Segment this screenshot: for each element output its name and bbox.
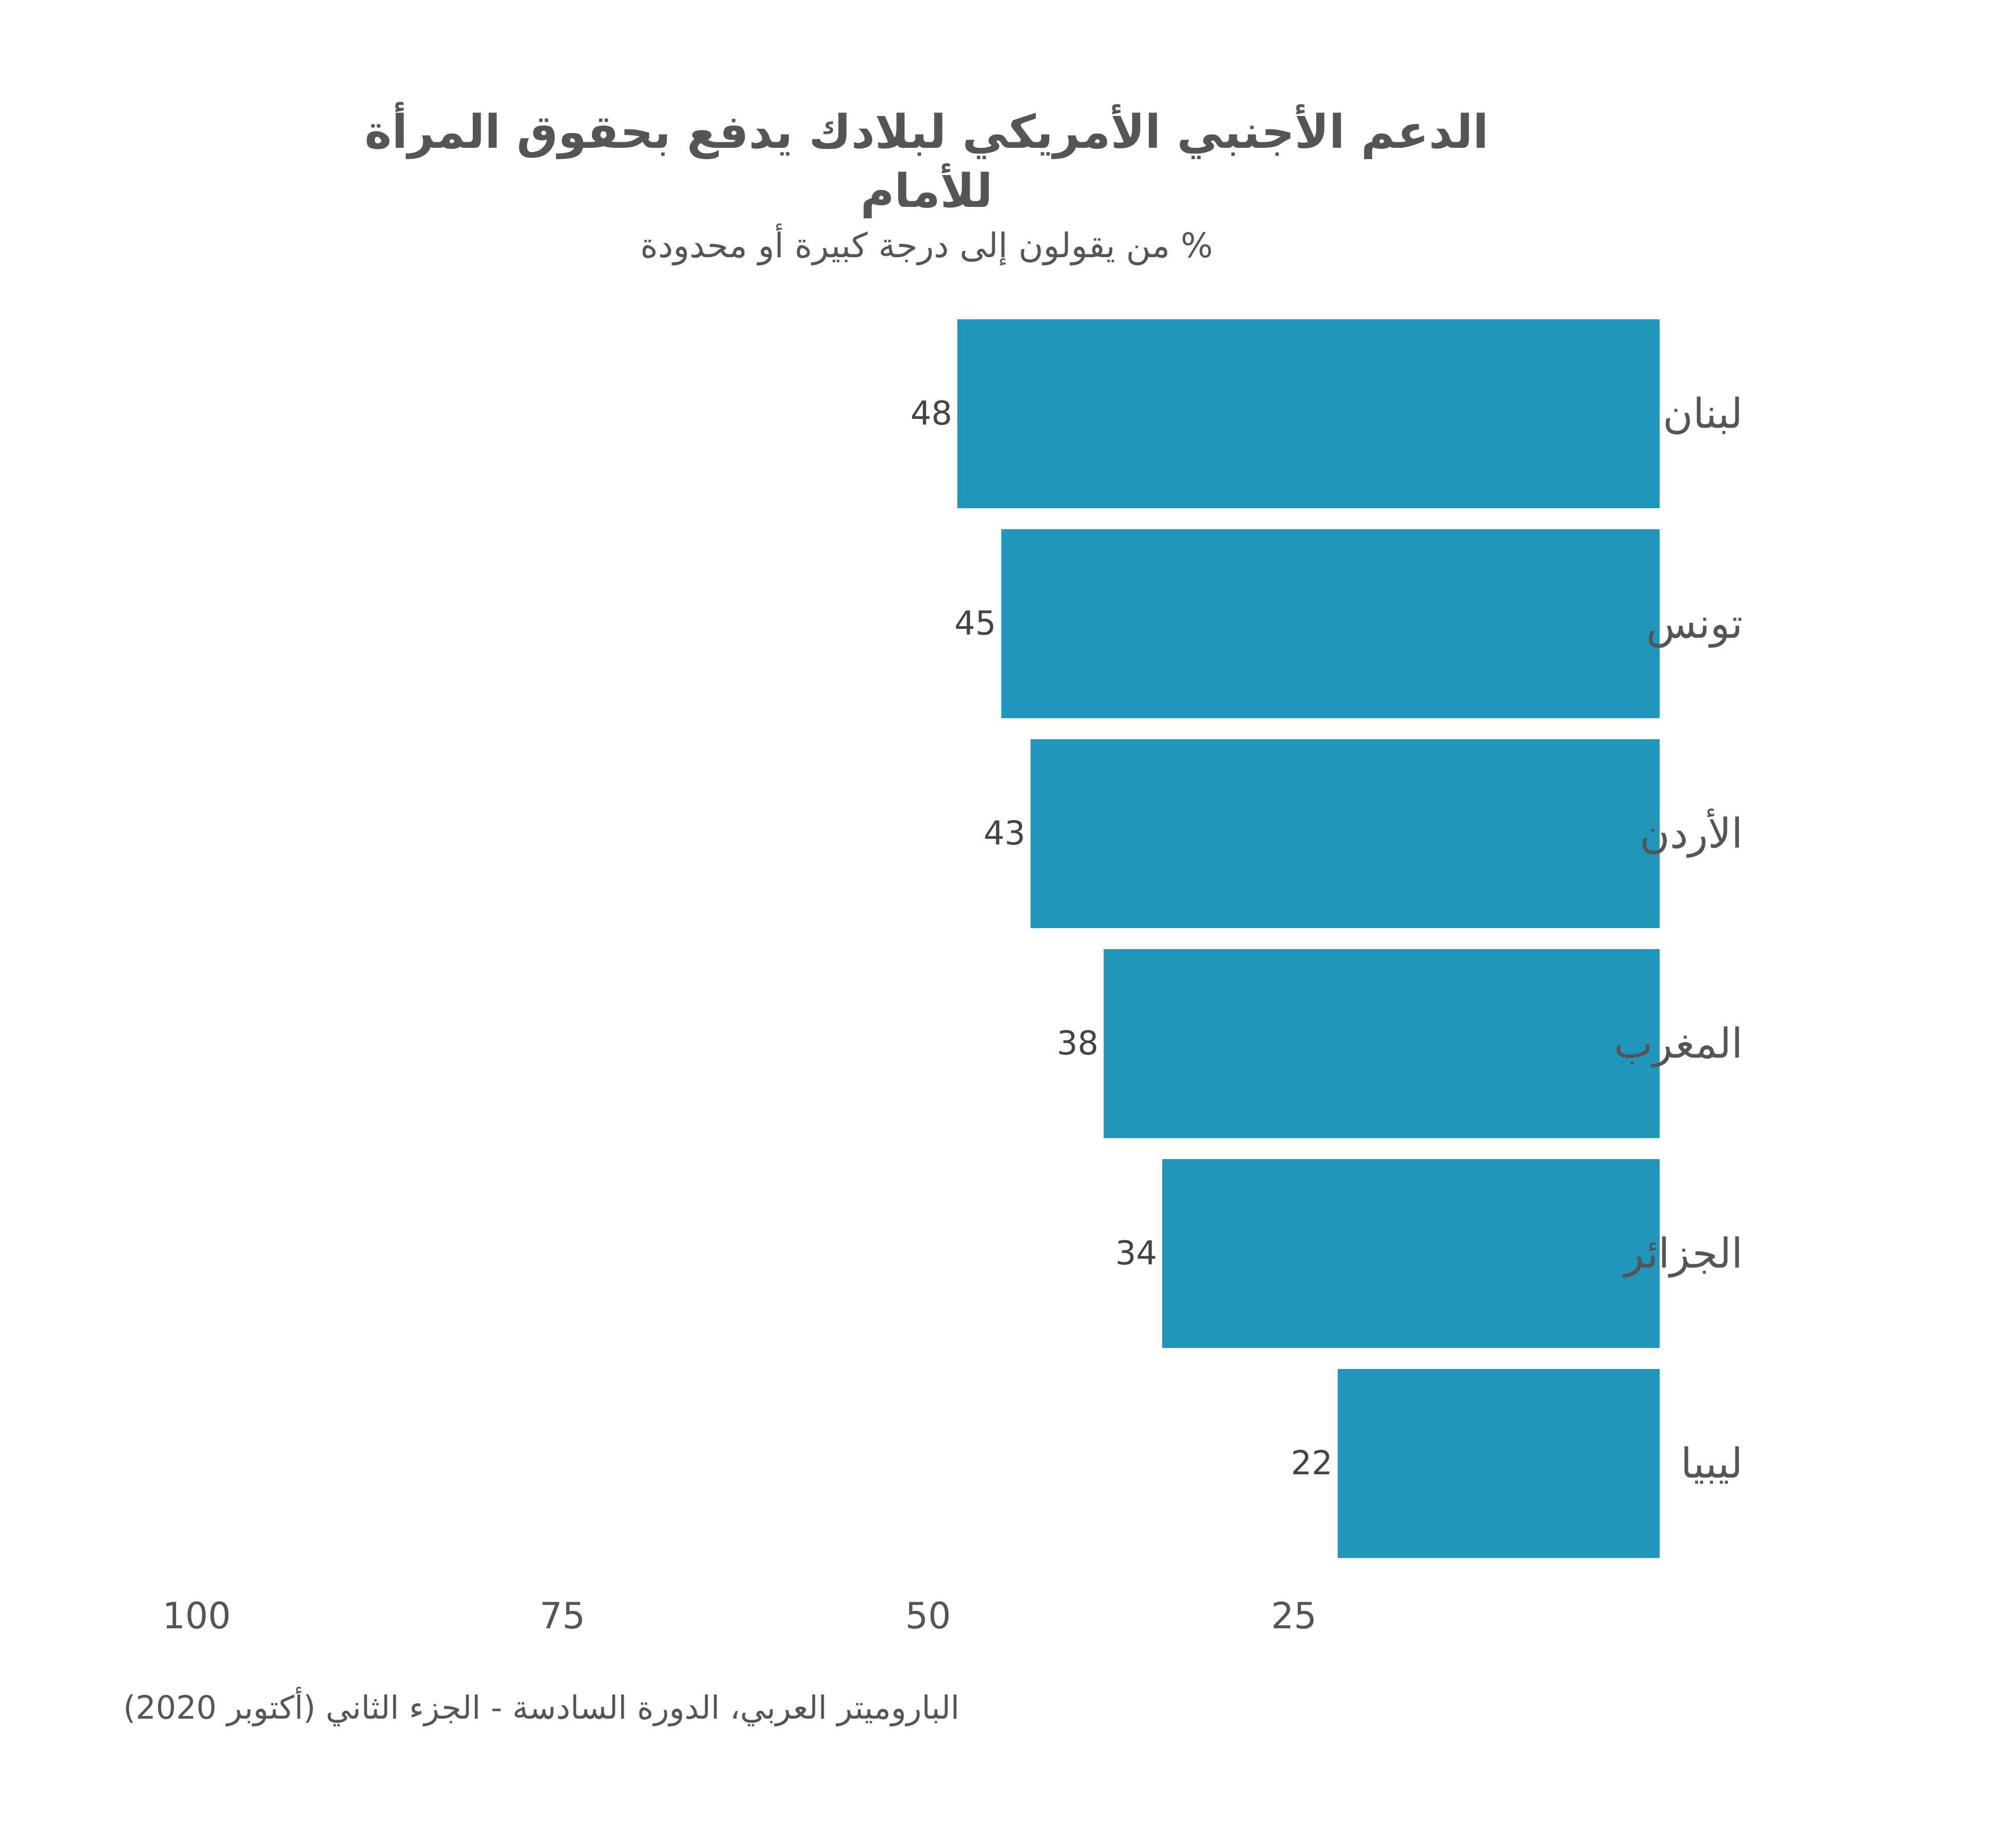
value-label: 34 — [1115, 1235, 1157, 1273]
x-tick-label: 25 — [1271, 1595, 1317, 1637]
chart-title-line-2: للأمام — [860, 164, 993, 218]
category-label: تونس — [1646, 600, 1743, 648]
bar — [1104, 949, 1660, 1138]
category-label: الأردن — [1640, 808, 1743, 858]
source-note: الباروميتر العربي، الدورة السادسة - الجز… — [123, 1689, 960, 1726]
chart-subtitle: % من يقولون إلى درجة كبيرة أو محدودة — [640, 226, 1213, 265]
category-label: ليبيا — [1681, 1440, 1743, 1488]
value-label: 48 — [911, 395, 952, 433]
bar — [1030, 739, 1660, 928]
value-label: 43 — [984, 815, 1025, 853]
value-label: 45 — [954, 605, 996, 643]
chart-title-line-1: الدعم الأجنبي الأمريكي لبلادك يدفع بحقوق… — [364, 105, 1489, 159]
x-tick-label: 50 — [905, 1595, 951, 1637]
bar — [957, 319, 1660, 508]
bar — [1162, 1159, 1660, 1348]
chart-title: الدعم الأجنبي الأمريكي لبلادك يدفع بحقوق… — [0, 103, 1853, 221]
category-label: الجزائر — [1622, 1230, 1743, 1278]
bar — [1338, 1369, 1660, 1558]
value-label: 22 — [1291, 1445, 1333, 1483]
value-label: 38 — [1057, 1025, 1099, 1063]
x-tick-label: 75 — [540, 1595, 585, 1637]
category-label: لبنان — [1663, 390, 1743, 438]
category-label: المغرب — [1614, 1020, 1743, 1068]
x-tick-label: 100 — [162, 1595, 231, 1637]
bar — [1001, 529, 1660, 718]
